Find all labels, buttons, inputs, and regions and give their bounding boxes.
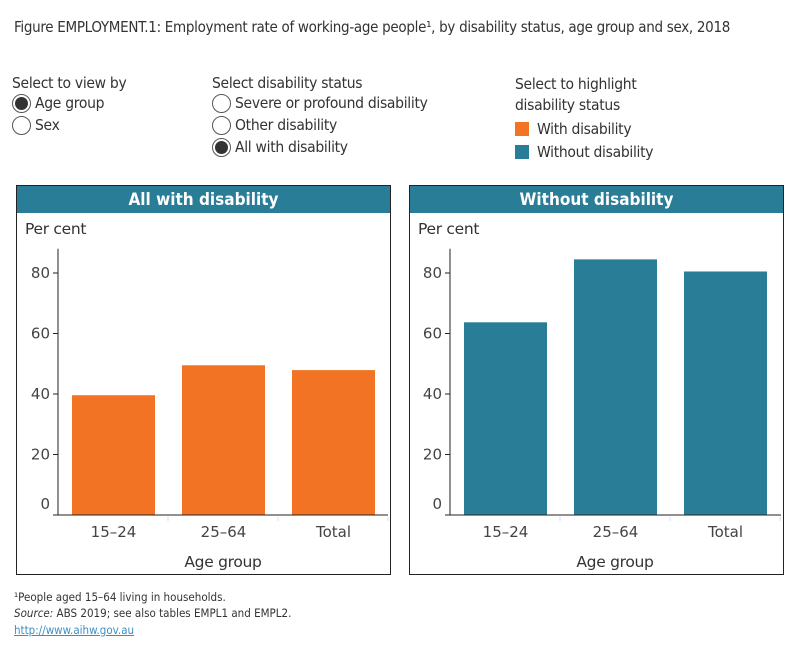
x-tick-label: 25–64 <box>593 523 639 541</box>
y-axis-title: Per cent <box>418 220 479 238</box>
bar-chart-without-disability: Per cent 15–24 25–64 Total 0 20 40 60 80 Age grou… <box>418 220 781 571</box>
highlight-label-1: Select to highlight <box>515 75 637 93</box>
y-axis-title: Per cent <box>25 220 86 238</box>
y-tick-label: 60 <box>423 325 442 343</box>
y-tick-label: 20 <box>31 446 50 464</box>
legend-item-with-disability[interactable]: With disability <box>515 117 653 140</box>
y-tick-label: 80 <box>423 264 442 282</box>
x-tick-label: 25–64 <box>201 523 247 541</box>
x-tick-label: Total <box>315 523 351 541</box>
legend-label: With disability <box>537 119 632 138</box>
disability-status-options: Severe or profound disability Other disab… <box>212 92 428 158</box>
bar-15–24 <box>72 395 155 515</box>
y-tick-label: 60 <box>31 325 50 343</box>
bar-25–64 <box>574 259 657 515</box>
chart-panel-without-disability: Without disability Per cent 15–24 25–64 Tot… <box>409 185 784 575</box>
disability-status-control: Select disability status Severe or profo… <box>212 74 428 158</box>
aihw-link[interactable]: http://www.aihw.gov.au <box>14 623 135 637</box>
radio-unselected-icon[interactable] <box>212 93 231 113</box>
view-by-label: Select to view by <box>12 74 127 92</box>
source-note: Source: ABS 2019; see also tables EMPL1 … <box>14 606 291 620</box>
radio-label: Other disability <box>235 116 337 134</box>
source-text: ABS 2019; see also tables EMPL1 and EMPL… <box>53 606 292 620</box>
legend-swatch <box>515 144 529 159</box>
view-by-options: Age group Sex <box>12 92 126 136</box>
legend-label: Without disability <box>537 142 654 161</box>
x-tick-label: 15–24 <box>91 523 137 541</box>
radio-label: Sex <box>35 116 60 134</box>
x-axis-title: Age group <box>184 553 261 571</box>
chart-panel-with-disability: All with disability Per cent 15–24 25–64 To… <box>16 185 391 575</box>
y-tick-label: 80 <box>31 264 50 282</box>
footnote: ¹People aged 15–64 living in households. <box>14 590 226 604</box>
bar-Total <box>292 370 375 515</box>
disability-status-label: Select disability status <box>212 74 363 92</box>
panel-title: All with disability <box>17 186 390 213</box>
link-line: http://www.aihw.gov.au <box>14 623 134 637</box>
figure-title: Figure EMPLOYMENT.1: Employment rate of … <box>14 18 731 36</box>
view-by-radio-age-group[interactable]: Age group <box>12 92 126 114</box>
bar-15–24 <box>464 322 547 515</box>
x-axis-title: Age group <box>576 553 653 571</box>
panel-title: Without disability <box>410 186 783 213</box>
highlight-label-2: disability status <box>515 96 620 114</box>
y-tick-label: 0 <box>40 495 50 513</box>
y-tick-label: 40 <box>31 385 50 403</box>
radio-label: All with disability <box>235 138 348 156</box>
y-tick-label: 40 <box>423 385 442 403</box>
source-label: Source: <box>14 606 54 620</box>
view-by-radio-sex[interactable]: Sex <box>12 114 126 136</box>
radio-unselected-icon[interactable] <box>12 115 31 135</box>
radio-unselected-icon[interactable] <box>212 115 231 135</box>
status-radio-other-disability[interactable]: Other disability <box>212 114 428 136</box>
status-radio-all-with-disability[interactable]: All with disability <box>212 136 428 158</box>
x-tick-label: 15–24 <box>483 523 529 541</box>
bar-25–64 <box>182 365 265 515</box>
view-by-control: Select to view by Age group Sex <box>12 74 127 136</box>
y-tick-label: 0 <box>432 495 442 513</box>
radio-selected-icon[interactable] <box>212 137 231 157</box>
radio-label: Age group <box>35 94 105 112</box>
legend-swatch <box>515 121 529 136</box>
status-radio-severe-or-profound-disability[interactable]: Severe or profound disability <box>212 92 428 114</box>
radio-selected-icon[interactable] <box>12 93 31 113</box>
radio-label: Severe or profound disability <box>235 94 428 112</box>
x-tick-label: Total <box>707 523 743 541</box>
bar-Total <box>684 271 767 515</box>
legend-items: With disability Without disability <box>515 117 654 163</box>
highlight-legend: Select to highlight disability status Wi… <box>515 74 654 163</box>
bar-chart-with-disability: Per cent 15–24 25–64 Total 0 20 40 60 80 Age grou… <box>25 220 389 571</box>
legend-item-without-disability[interactable]: Without disability <box>515 140 654 163</box>
y-tick-label: 20 <box>423 446 442 464</box>
